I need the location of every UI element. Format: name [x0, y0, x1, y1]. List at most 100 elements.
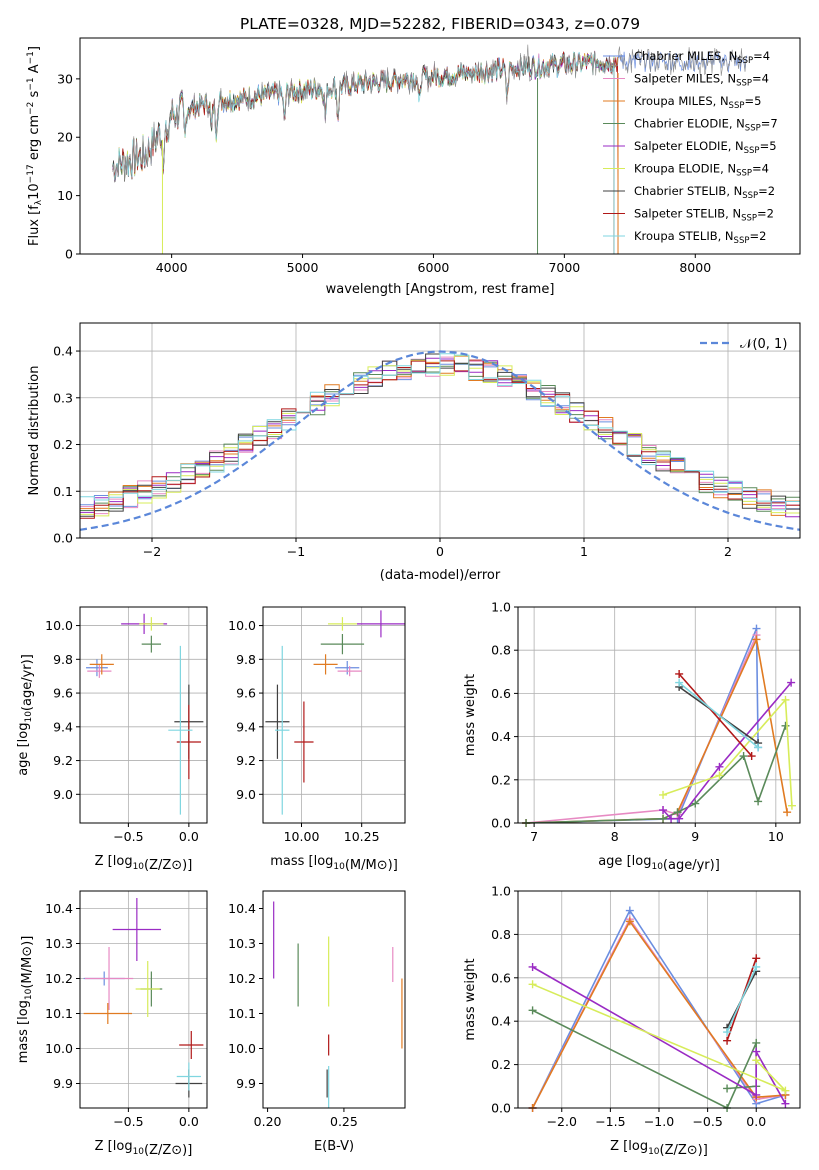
x-tick-label: −1.0: [644, 1114, 674, 1129]
mass-weight-line: [532, 1009, 757, 1110]
mass-vs-Z-panel: −0.5 0.0 9.9 10.0 10.1 10.2 10.3 10.4 Z [log10(Z…: [16, 890, 208, 1158]
x-tick-label: 4000: [156, 260, 188, 275]
plus-marker: [752, 635, 761, 644]
y-axis-label: Normed distribution: [27, 366, 42, 496]
axes-frame: [79, 606, 208, 824]
plus-marker: [723, 1036, 732, 1045]
x-tick-label: 10.00: [284, 829, 320, 844]
plus-marker: [675, 669, 684, 678]
y-tick-label: 30: [57, 71, 73, 86]
x-tick-label: −1: [287, 544, 305, 559]
x-tick-label: −1.5: [595, 1114, 625, 1129]
plus-marker: [752, 1056, 761, 1065]
plus-marker: [739, 752, 748, 761]
legend-entry: Salpeter ELODIE, NSSP=5: [634, 139, 777, 156]
plus-marker: [781, 1099, 790, 1108]
mass-weight-line: [526, 628, 759, 824]
plus-marker: [528, 1006, 537, 1015]
age-vs-Z-panel: −0.5 0.0 9.0 9.2 9.4 9.6 9.8 10.0 Z [log10(Z/Z⊙)…: [16, 606, 208, 873]
y-tick-label: 9.4: [236, 719, 256, 734]
y-tick-label: 9.6: [236, 686, 256, 701]
y-tick-label: 10.0: [45, 618, 73, 633]
y-tick-label: 10.0: [45, 1041, 73, 1056]
y-tick-label: 1.0: [491, 600, 511, 615]
mass-weight-vs-age-panel: 7 8 9 10 0.0 0.2 0.4 0.6 0.8 1.0 age [log10(age/yr…: [463, 600, 801, 873]
plus-marker: [691, 799, 700, 808]
y-tick-label: 0.0: [491, 1101, 511, 1116]
y-tick-label: 10.1: [228, 1006, 256, 1021]
x-axis-label: age [log10(age/yr)]: [598, 854, 720, 873]
legend-entry: Kroupa ELODIE, NSSP=4: [634, 162, 769, 179]
y-tick-label: 9.8: [236, 652, 256, 667]
histogram-step: [80, 353, 800, 511]
observed-spectrum-line: [112, 44, 748, 183]
y-tick-label: 1.0: [491, 884, 511, 899]
axes-frame: [262, 606, 406, 824]
y-tick-label: 0.2: [53, 437, 73, 452]
y-tick-label: 9.9: [236, 1076, 256, 1091]
y-axis-label: age [log10(age/yr)]: [16, 654, 35, 776]
x-tick-label: 7000: [548, 260, 580, 275]
plus-marker: [783, 808, 792, 817]
x-axis-label: Z [log10(Z/Z⊙)]: [95, 854, 193, 873]
y-tick-label: 10.2: [45, 971, 73, 986]
plus-marker: [528, 980, 537, 989]
x-tick-label: −0.5: [692, 1114, 722, 1129]
x-tick-label: 8000: [679, 260, 711, 275]
plus-marker: [752, 1047, 761, 1056]
y-tick-label: 10.4: [228, 901, 256, 916]
x-tick-label: 1: [580, 544, 588, 559]
legend-entry: Chabrier ELODIE, NSSP=7: [634, 117, 778, 134]
y-tick-label: 0.0: [53, 531, 73, 546]
x-axis-label: E(B-V): [314, 1139, 354, 1154]
x-tick-label: 7: [530, 829, 538, 844]
plus-marker: [747, 752, 756, 761]
plus-marker: [715, 771, 724, 780]
legend-entry: Chabrier MILES, NSSP=4: [634, 49, 770, 66]
y-tick-label: 0.2: [491, 772, 511, 787]
plus-marker: [675, 678, 684, 687]
y-axis-label: mass weight: [463, 674, 478, 756]
axes-frame: [79, 890, 208, 1109]
plus-marker: [723, 1028, 732, 1037]
plus-marker: [752, 1038, 761, 1047]
y-tick-label: 0.4: [53, 344, 73, 359]
axes-frame: [262, 890, 406, 1109]
y-tick-label: 10: [57, 188, 73, 203]
figure-title: PLATE=0328, MJD=52282, FIBERID=0343, z=0…: [240, 15, 640, 33]
y-axis-label: mass [log10(M/M⊙)]: [16, 936, 35, 1064]
y-axis-label: Flux [fλ10−17 erg cm−2 s−1 A−1]: [26, 46, 44, 246]
y-tick-label: 10.2: [228, 971, 256, 986]
mass-weight-line: [678, 673, 753, 757]
x-tick-label: 5000: [287, 260, 319, 275]
y-tick-label: 10.3: [228, 936, 256, 951]
x-tick-label: 9: [691, 829, 699, 844]
plus-marker: [675, 814, 684, 823]
y-axis-label: mass weight: [463, 958, 478, 1040]
x-tick-label: 0.0: [746, 1114, 766, 1129]
y-tick-label: 9.4: [53, 719, 73, 734]
y-tick-label: 10.4: [45, 901, 73, 916]
plus-marker: [659, 790, 668, 799]
plus-marker: [752, 1090, 761, 1099]
x-tick-label: −2: [143, 544, 161, 559]
plus-marker: [781, 721, 790, 730]
y-tick-label: 0.8: [491, 643, 511, 658]
plus-marker: [659, 806, 668, 815]
plus-marker: [787, 801, 796, 810]
plus-marker: [667, 814, 676, 823]
y-tick-label: 20: [57, 130, 73, 145]
y-tick-label: 0.6: [491, 686, 511, 701]
x-tick-label: 6000: [418, 260, 450, 275]
plus-marker: [673, 808, 682, 817]
age-vs-mass-panel: 10.00 10.25 9.0 9.2 9.4 9.6 9.8 10.0 mass [log10…: [228, 606, 406, 873]
x-tick-label: −0.5: [113, 829, 143, 844]
plus-marker: [625, 906, 634, 915]
y-tick-label: 10.0: [228, 1041, 256, 1056]
spectrum-panel: 4000 5000 6000 7000 8000 0 10 20 30 Chabrier MILE…: [26, 37, 801, 297]
legend-entry: Kroupa STELIB, NSSP=2: [634, 229, 766, 246]
y-tick-label: 0.3: [53, 390, 73, 405]
y-tick-label: 0.4: [491, 1014, 511, 1029]
x-tick-label: 0.0: [179, 829, 199, 844]
